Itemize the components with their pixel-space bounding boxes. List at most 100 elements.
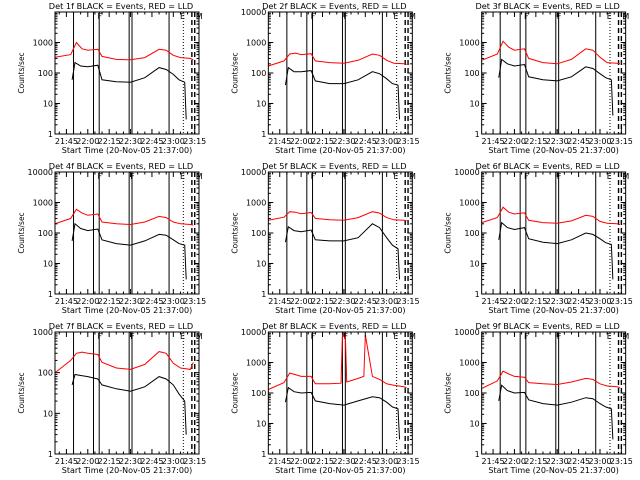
y-tick-label: 1 (48, 290, 53, 299)
x-tick-label: 22:00 (76, 137, 99, 146)
plot-frame (481, 331, 627, 455)
x-tick-label: 23:15 (183, 137, 206, 146)
y-tick-label: 1000 (246, 359, 266, 368)
x-tick-label: 22:30 (546, 297, 569, 306)
y-tick-label: 100 (464, 389, 479, 398)
x-tick-label: 22:00 (76, 457, 99, 466)
event-marker-label: E (180, 12, 185, 21)
y-tick-label: 100 (251, 69, 266, 78)
event-marker-label: F (557, 172, 562, 181)
y-tick-label: 1000 (246, 39, 266, 48)
series-line-red (268, 334, 407, 390)
x-tick-label: 23:00 (162, 137, 185, 146)
event-marker-label: E (607, 332, 612, 341)
event-marker-label: F (311, 12, 316, 21)
x-axis-label: Start Time (20-Nov-05 21:37:00) (275, 306, 405, 315)
event-marker-label: M (409, 172, 416, 181)
event-marker-label: M (622, 172, 629, 181)
event-marker-label: F (343, 332, 348, 341)
plot-frame (267, 171, 413, 295)
series-line-red (55, 351, 194, 374)
y-tick-label: 100 (251, 229, 266, 238)
x-tick-label: 23:15 (610, 297, 633, 306)
series-group (55, 41, 194, 120)
event-marker-label: E (393, 12, 398, 21)
x-tick-label: 22:45 (354, 297, 377, 306)
event-marker-label: E (393, 332, 398, 341)
x-tick-label: 22:15 (98, 297, 121, 306)
x-tick-label: 22:30 (332, 297, 355, 306)
y-tick-label: 10000 (241, 168, 266, 177)
series-line-black (71, 61, 187, 120)
x-tick-label: 22:45 (140, 137, 163, 146)
x-tick-label: 23:00 (162, 297, 185, 306)
series-line-black (71, 222, 187, 280)
y-tick-label: 10 (469, 260, 479, 269)
series-line-red (55, 208, 194, 226)
x-tick-label: 21:45 (55, 137, 78, 146)
x-axis-label: Start Time (20-Nov-05 21:37:00) (62, 146, 192, 155)
y-axis-label: Counts/sec (444, 372, 453, 413)
chart-title: Det 7f BLACK = Events, RED = LLD (49, 321, 193, 331)
chart-title: Det 6f BLACK = Events, RED = LLD (475, 161, 619, 171)
y-tick-label: 1 (48, 450, 53, 459)
y-tick-label: 10000 (241, 8, 266, 17)
x-tick-label: 22:45 (140, 297, 163, 306)
y-tick-label: 100 (38, 369, 53, 378)
x-tick-label: 22:30 (119, 137, 142, 146)
x-axis-label: Start Time (20-Nov-05 21:37:00) (488, 146, 618, 155)
plot-frame (54, 171, 200, 295)
event-marker-label: M (196, 12, 203, 21)
x-axis-label: Start Time (20-Nov-05 21:37:00) (488, 306, 618, 315)
series-line-black (284, 386, 401, 440)
x-tick-label: 23:00 (162, 457, 185, 466)
series-line-black (498, 221, 614, 280)
x-tick-label: 22:00 (290, 457, 313, 466)
y-tick-label: 10 (256, 260, 266, 269)
chart-title: Det 8f BLACK = Events, RED = LLD (262, 321, 406, 331)
x-tick-label: 22:15 (311, 297, 334, 306)
x-tick-label: 22:45 (567, 297, 590, 306)
y-axis-label: Counts/sec (444, 212, 453, 253)
y-tick-label: 1 (475, 130, 480, 139)
plot-frame (481, 171, 627, 295)
x-tick-label: 23:00 (588, 457, 611, 466)
x-tick-label: 23:15 (183, 457, 206, 466)
event-marker-label: M (196, 172, 203, 181)
event-marker-label: E (180, 332, 185, 341)
event-marker-label: F (343, 12, 348, 21)
y-tick-label: 1000 (33, 328, 53, 337)
y-tick-label: 1000 (246, 199, 266, 208)
y-tick-label: 1 (475, 290, 480, 299)
event-marker-label: M (196, 332, 203, 341)
x-tick-label: 22:30 (119, 297, 142, 306)
marker-lines (73, 12, 196, 134)
marker-lines (286, 172, 409, 294)
x-axis-label: Start Time (20-Nov-05 21:37:00) (488, 466, 618, 475)
chart-title: Det 2f BLACK = Events, RED = LLD (262, 1, 406, 11)
event-marker-label: F (311, 332, 316, 341)
y-tick-label: 10000 (241, 328, 266, 337)
x-tick-label: 22:15 (98, 457, 121, 466)
y-tick-label: 10 (469, 100, 479, 109)
series-line-black (71, 373, 187, 435)
y-tick-label: 1 (261, 290, 266, 299)
x-tick-label: 21:45 (268, 457, 291, 466)
series-group (55, 351, 194, 435)
x-tick-label: 22:45 (354, 137, 377, 146)
chart-title: Det 9f BLACK = Events, RED = LLD (475, 321, 619, 331)
x-tick-label: 22:00 (503, 457, 526, 466)
y-tick-label: 1000 (33, 199, 53, 208)
series-line-black (284, 66, 401, 120)
x-tick-label: 22:00 (76, 297, 99, 306)
series-group (481, 40, 621, 116)
y-axis-label: Counts/sec (17, 212, 26, 253)
event-marker-label: F (524, 332, 529, 341)
series-group (481, 206, 621, 280)
y-axis-label: Counts/sec (230, 52, 239, 93)
